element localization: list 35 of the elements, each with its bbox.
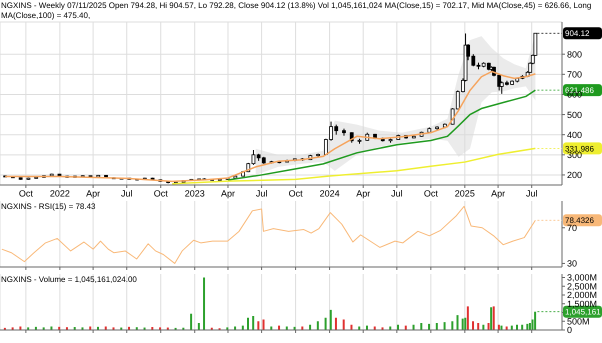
y-tick-label: 30 — [567, 258, 578, 269]
x-tick-label: Oct — [154, 188, 168, 198]
chart-title: NGXINS - Volume = 1,045,161,024.00 — [1, 275, 138, 285]
x-tick-label: Apr — [86, 188, 100, 198]
x-tick-label: Oct — [288, 188, 304, 198]
text: 904.12 — [565, 29, 590, 38]
chart-title: NGXINS - RSI(15) = 78.43 — [1, 202, 96, 212]
x-tick-label: Apr — [356, 188, 370, 198]
x-tick-label: Apr — [491, 188, 506, 198]
y-tick-label: 800 — [567, 49, 582, 60]
y-tick-label: 0 — [567, 325, 572, 336]
data-label: 78.4326 — [565, 216, 594, 226]
x-tick-label: Apr — [220, 188, 235, 198]
y-tick-label: 3,000M — [567, 272, 598, 283]
y-tick-label: 2,000M — [567, 290, 598, 300]
x-tick-label: 2024 — [320, 188, 340, 198]
y-tick-label: 200 — [567, 170, 582, 180]
x-tick-label: Jul — [120, 188, 132, 198]
x-tick-label: Jul — [526, 188, 538, 198]
x-tick-label: 2022 — [50, 188, 70, 198]
chart-title: NGXINS - Weekly 07/11/2025 Open 794.28, Hi 904.57, Lo 792.28, Close 904.12 (13.8%) Vol 1,045,161,024 MA(Close,15) = 702.17, Mid MA(Close,45) = 626.66, Long MA(Close,100) = 475.40, — [1, 1, 592, 21]
y-tick-label: 700 — [567, 70, 582, 80]
data-label: 331.986 — [565, 144, 594, 154]
y-tick-label: 500 — [567, 110, 582, 120]
y-tick-label: 2,500M — [567, 281, 598, 292]
x-tick-label: Jul — [391, 188, 403, 198]
x-tick-label: Oct — [424, 188, 438, 198]
x-tick-label: Oct — [18, 188, 34, 198]
y-tick-label: 70 — [567, 222, 578, 233]
x-tick-label: Jul — [256, 188, 268, 198]
y-tick-label: 400 — [567, 130, 582, 140]
x-tick-label: 2025 — [454, 188, 475, 198]
annotation: 1,045,161 — [565, 308, 602, 317]
x-tick-label: 2023 — [184, 188, 205, 198]
y-tick-label: 500M — [567, 316, 590, 326]
